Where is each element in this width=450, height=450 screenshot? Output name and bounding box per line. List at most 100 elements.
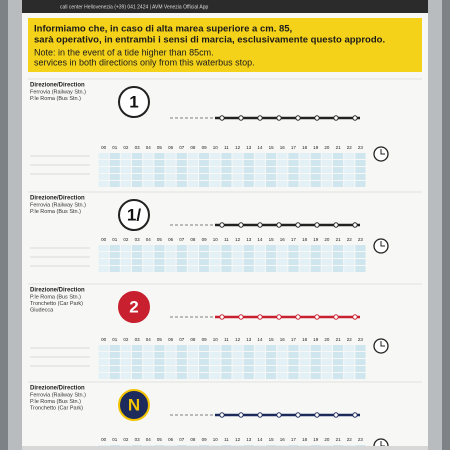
hour-header: 02 [123, 237, 129, 242]
timetable-cell [221, 345, 232, 351]
timetable-cell [120, 373, 131, 379]
clock-hands [380, 241, 385, 247]
timetable-cell [210, 259, 221, 265]
hour-header: 06 [168, 437, 174, 442]
timetable-cell [143, 252, 154, 258]
hour-header: 23 [358, 337, 364, 342]
hour-header: 04 [146, 437, 152, 442]
timetable-cell [344, 359, 355, 365]
timetable-cell [98, 252, 109, 258]
hour-header: 13 [246, 337, 252, 342]
timetable-cell [243, 174, 254, 180]
timetable-cell [355, 359, 366, 365]
timetable-cell [310, 245, 321, 251]
timetable-cell [243, 252, 254, 258]
timetable-cell [120, 359, 131, 365]
line-number: 1 [129, 92, 138, 111]
timetable-cell [266, 373, 277, 379]
timetable-cell [243, 366, 254, 372]
timetable-cell [277, 181, 288, 187]
timetable-cell [132, 266, 143, 272]
hour-header: 14 [257, 437, 263, 442]
stop [257, 412, 263, 418]
hour-header: 23 [358, 237, 364, 242]
timetable-cell [299, 252, 310, 258]
timetable-cell [355, 181, 366, 187]
timetable-cell [154, 345, 165, 351]
timetable-cell [288, 252, 299, 258]
stop [314, 314, 320, 320]
timetable-cell [143, 174, 154, 180]
timetable-cell [232, 160, 243, 166]
stop [276, 314, 282, 320]
timetable-cell [120, 352, 131, 358]
timetable-cell [187, 167, 198, 173]
timetable-cell [355, 352, 366, 358]
timetable-cell [109, 153, 120, 159]
timetable-cell [109, 252, 120, 258]
hour-header: 14 [257, 337, 263, 342]
timetable-cell [210, 245, 221, 251]
hour-header: 03 [135, 437, 141, 442]
hour-header: 09 [202, 237, 208, 242]
hour-header: 09 [202, 337, 208, 342]
hour-header: 16 [280, 337, 286, 342]
timetable-cell [176, 345, 187, 351]
stop [238, 222, 244, 228]
timetable-cell [176, 259, 187, 265]
timetable-cell [288, 259, 299, 265]
timetable-cell [254, 345, 265, 351]
timetable-cell [277, 167, 288, 173]
timetable-cell [232, 352, 243, 358]
timetable-cell [221, 352, 232, 358]
hour-header: 11 [224, 237, 229, 242]
hour-header: 03 [135, 237, 141, 242]
timetable-cell [210, 373, 221, 379]
timetable-cell [243, 352, 254, 358]
hour-header: 19 [313, 437, 319, 442]
hour-header: 14 [257, 145, 263, 150]
timetable-cell [277, 160, 288, 166]
timetable-cell [355, 174, 366, 180]
stop [333, 412, 339, 418]
timetable-cell [344, 167, 355, 173]
timetable-cell [221, 266, 232, 272]
timetable-cell [310, 160, 321, 166]
hour-header: 12 [235, 337, 241, 342]
timetable-cell [266, 259, 277, 265]
timetable-cell [165, 167, 176, 173]
timetable-cell [109, 181, 120, 187]
timetable-cell [355, 345, 366, 351]
hour-header: 23 [358, 145, 364, 150]
stop [352, 314, 358, 320]
timetable-cell [154, 252, 165, 258]
stop [238, 115, 244, 121]
timetable-cell [154, 153, 165, 159]
timetable-cell [333, 245, 344, 251]
timetable-cell [221, 359, 232, 365]
timetable-cell [344, 174, 355, 180]
timetable-cell [221, 245, 232, 251]
hour-header: 01 [112, 237, 118, 242]
line-badge [118, 291, 150, 323]
timetable-cell [243, 359, 254, 365]
timetable-cell [199, 167, 210, 173]
timetable-cell [199, 174, 210, 180]
timetable-cell [176, 245, 187, 251]
hour-header: 10 [213, 437, 219, 442]
timetable-cell [232, 153, 243, 159]
timetable-cell [310, 352, 321, 358]
timetable-cell [109, 160, 120, 166]
timetable-cell [232, 266, 243, 272]
hour-header: 22 [347, 337, 353, 342]
hour-header: 08 [190, 337, 196, 342]
timetable-cell [187, 359, 198, 365]
timetable-cell [109, 373, 120, 379]
timetable-cell [299, 167, 310, 173]
timetable-cell [120, 181, 131, 187]
timetable-cell [254, 181, 265, 187]
timetable-cell [154, 181, 165, 187]
timetable-cell [321, 359, 332, 365]
